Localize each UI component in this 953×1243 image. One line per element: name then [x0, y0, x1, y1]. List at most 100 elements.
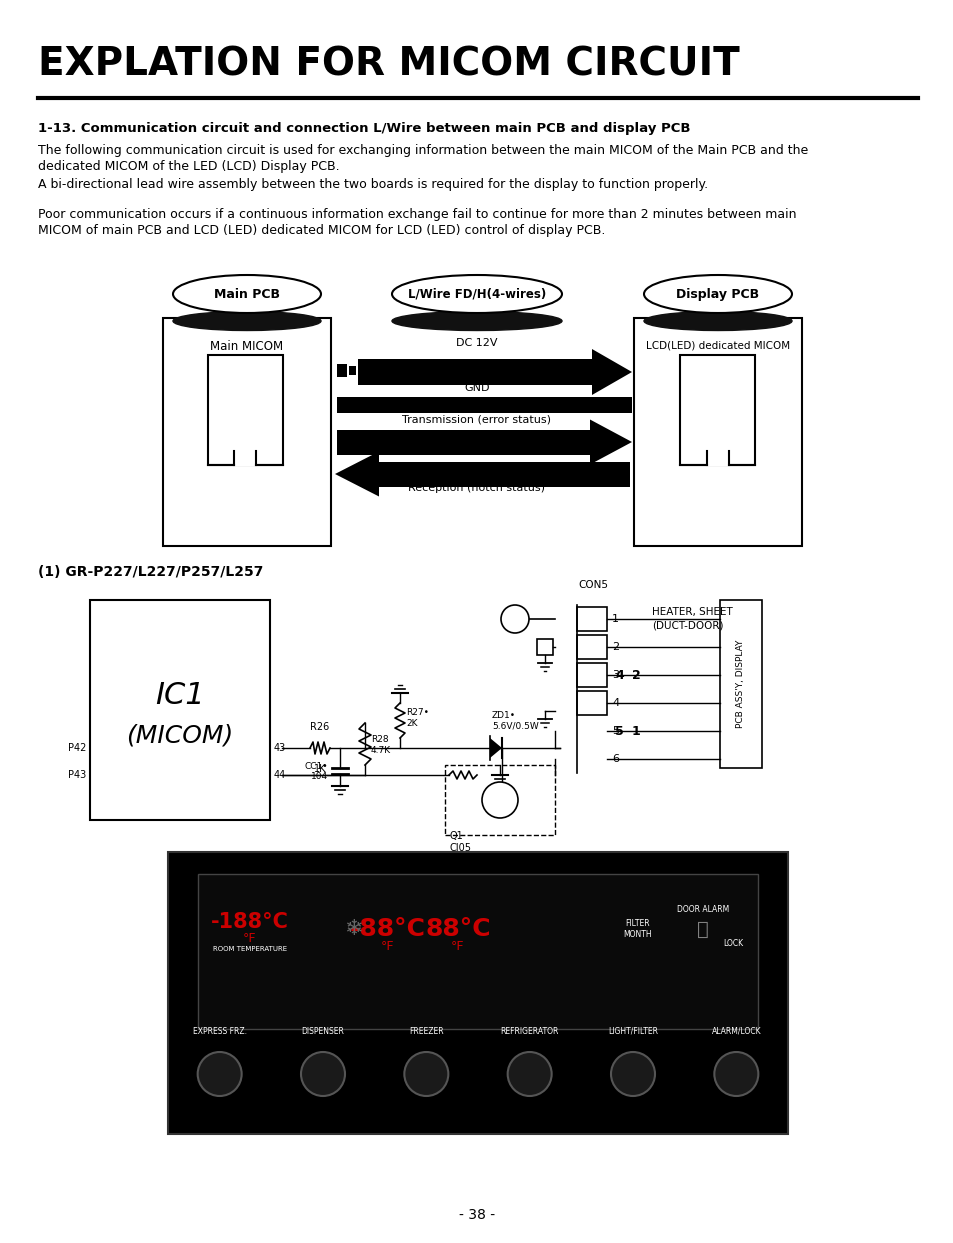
Text: R28
4.7K: R28 4.7K [371, 736, 391, 755]
Text: ❄: ❄ [343, 919, 362, 938]
Text: DISPENSER: DISPENSER [301, 1027, 344, 1035]
Text: LIGHT/FILTER: LIGHT/FILTER [607, 1027, 658, 1035]
Circle shape [404, 1052, 448, 1096]
Bar [336, 397, 631, 413]
Text: (MICOM): (MICOM) [126, 723, 233, 747]
Polygon shape [335, 451, 378, 496]
Bar [720, 600, 761, 768]
Bar [208, 355, 283, 465]
Text: DOOR ALARM: DOOR ALARM [677, 905, 728, 914]
Text: 5: 5 [612, 726, 618, 736]
Text: 3: 3 [612, 670, 618, 680]
Text: °F: °F [243, 932, 256, 946]
Text: FILTER
MONTH: FILTER MONTH [623, 919, 652, 938]
Text: 2: 2 [612, 641, 618, 653]
Text: dedicated MICOM of the LED (LCD) Display PCB.: dedicated MICOM of the LED (LCD) Display… [38, 160, 339, 173]
Text: GND: GND [464, 383, 489, 393]
Bar [234, 450, 256, 466]
Text: -88°C: -88°C [350, 917, 426, 941]
Bar [634, 318, 801, 546]
Text: Display PCB: Display PCB [676, 287, 759, 301]
Text: ROOM TEMPERATURE: ROOM TEMPERATURE [213, 946, 287, 952]
Ellipse shape [643, 275, 791, 313]
Text: Transmission (error status): Transmission (error status) [402, 414, 551, 424]
Text: Main MICOM: Main MICOM [211, 341, 283, 353]
Polygon shape [589, 419, 631, 465]
Text: REFRIGERATOR: REFRIGERATOR [500, 1027, 558, 1035]
Text: 43: 43 [274, 743, 286, 753]
Text: 2: 2 [631, 669, 640, 681]
Text: LOCK: LOCK [722, 940, 742, 948]
Text: The following communication circuit is used for exchanging information between t: The following communication circuit is u… [38, 144, 807, 157]
Bar [378, 461, 629, 486]
Ellipse shape [643, 312, 791, 331]
Circle shape [500, 605, 529, 633]
Circle shape [481, 782, 517, 818]
Bar [577, 635, 606, 659]
Text: EXPLATION FOR MICOM CIRCUIT: EXPLATION FOR MICOM CIRCUIT [38, 45, 739, 83]
Bar [163, 318, 331, 546]
Text: P42: P42 [68, 743, 86, 753]
Circle shape [714, 1052, 758, 1096]
Text: L/Wire FD/H(4-wires): L/Wire FD/H(4-wires) [408, 287, 545, 301]
Text: ZD1•
5.6V/0.5W: ZD1• 5.6V/0.5W [492, 711, 538, 730]
Text: A bi-directional lead wire assembly between the two boards is required for the d: A bi-directional lead wire assembly betw… [38, 178, 707, 191]
Text: PCB ASS'Y, DISPLAY: PCB ASS'Y, DISPLAY [736, 640, 744, 728]
Text: EXPRESS FRZ.: EXPRESS FRZ. [193, 1027, 247, 1035]
Text: -188°C: -188°C [211, 912, 289, 932]
Text: Main PCB: Main PCB [213, 287, 280, 301]
Text: LCD(LED) dedicated MICOM: LCD(LED) dedicated MICOM [645, 341, 789, 351]
Ellipse shape [172, 275, 320, 313]
Circle shape [301, 1052, 345, 1096]
Circle shape [197, 1052, 241, 1096]
Circle shape [610, 1052, 655, 1096]
Text: °F: °F [381, 941, 395, 953]
Text: 6: 6 [510, 612, 519, 626]
Bar [577, 663, 606, 687]
Polygon shape [592, 349, 631, 395]
Text: Q1: Q1 [450, 832, 463, 842]
Bar [444, 764, 555, 835]
Text: 4: 4 [612, 699, 618, 709]
Text: 4: 4 [615, 669, 623, 681]
Bar [198, 874, 758, 1029]
Text: 1: 1 [631, 725, 640, 737]
Text: Poor communication occurs if a continuous information exchange fail to continue : Poor communication occurs if a continuou… [38, 208, 796, 221]
Text: 6: 6 [612, 755, 618, 764]
Text: Reception (notch status): Reception (notch status) [408, 484, 545, 493]
Circle shape [507, 1052, 551, 1096]
Bar [679, 355, 755, 465]
Polygon shape [490, 738, 501, 758]
Text: CI05: CI05 [450, 843, 472, 853]
Text: R26: R26 [310, 722, 330, 732]
Bar [577, 607, 606, 631]
Text: P43: P43 [68, 769, 86, 781]
Bar [168, 851, 787, 1134]
Bar [349, 365, 355, 375]
Text: 88°C: 88°C [425, 917, 490, 941]
Text: IC1: IC1 [155, 680, 205, 710]
Text: CON5: CON5 [578, 580, 607, 590]
Text: - 38 -: - 38 - [458, 1208, 495, 1222]
Text: HEATER, SHEET
(DUCT-DOOR): HEATER, SHEET (DUCT-DOOR) [651, 608, 732, 630]
Text: (1) GR-P227/L227/P257/L257: (1) GR-P227/L227/P257/L257 [38, 566, 263, 579]
Text: R27•
2K: R27• 2K [406, 709, 429, 727]
Ellipse shape [172, 312, 320, 331]
Text: MICOM of main PCB and LCD (LED) dedicated MICOM for LCD (LED) control of display: MICOM of main PCB and LCD (LED) dedicate… [38, 224, 605, 237]
Text: 44: 44 [274, 769, 286, 781]
Bar [706, 450, 728, 466]
Ellipse shape [392, 312, 561, 331]
Text: 🔊: 🔊 [697, 920, 708, 938]
Text: °F: °F [451, 941, 464, 953]
Text: 1: 1 [612, 614, 618, 624]
Text: DC 12V: DC 12V [456, 338, 497, 348]
Bar [336, 364, 347, 377]
Bar [537, 639, 553, 655]
Bar [577, 691, 606, 715]
Text: 1K: 1K [314, 764, 326, 774]
Text: FREEZER: FREEZER [409, 1027, 443, 1035]
Text: CC1•
104: CC1• 104 [304, 762, 328, 782]
Bar [336, 430, 589, 455]
Text: ALARM/LOCK: ALARM/LOCK [711, 1027, 760, 1035]
Text: 5: 5 [615, 725, 623, 737]
